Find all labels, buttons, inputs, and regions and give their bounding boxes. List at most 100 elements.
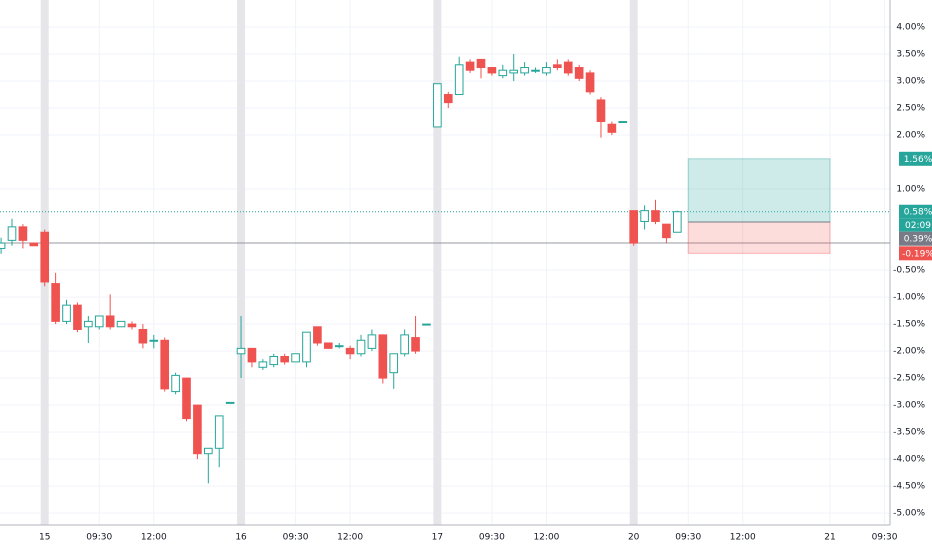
price-label: 0.58% bbox=[904, 208, 932, 218]
price-label-box bbox=[899, 151, 932, 166]
x-tick-label: 09:30 bbox=[872, 533, 898, 543]
candle-body bbox=[411, 337, 420, 352]
candle-body bbox=[487, 67, 497, 74]
y-tick-label: 4.00% bbox=[896, 23, 925, 33]
y-tick-label: 2.50% bbox=[896, 104, 925, 114]
y-tick-label: -2.50% bbox=[893, 374, 925, 384]
candle-body bbox=[73, 304, 82, 330]
candle-body bbox=[672, 211, 682, 233]
candle-body bbox=[531, 69, 540, 72]
session-break bbox=[629, 0, 638, 525]
candle-body bbox=[280, 355, 289, 363]
y-tick-label: -0.50% bbox=[893, 266, 925, 276]
price-label-box bbox=[899, 204, 932, 219]
candle-body bbox=[389, 353, 399, 374]
x-tick-label: 16 bbox=[235, 533, 247, 543]
x-tick-label: 20 bbox=[628, 533, 640, 543]
candle-body bbox=[334, 345, 344, 348]
candle-body bbox=[422, 323, 431, 326]
candle-body bbox=[29, 242, 39, 247]
candle-body bbox=[160, 339, 170, 390]
x-tick-label: 12:00 bbox=[337, 533, 363, 543]
candle-body bbox=[149, 339, 159, 342]
candle-body bbox=[171, 374, 180, 393]
y-tick-label: 2.00% bbox=[896, 131, 925, 141]
candle-body bbox=[345, 347, 355, 355]
candle-body bbox=[0, 242, 6, 249]
y-tick-label: 3.50% bbox=[896, 50, 925, 60]
y-tick-label: 1.00% bbox=[896, 185, 925, 195]
price-label: 1.56% bbox=[904, 155, 932, 165]
candle-body bbox=[40, 231, 50, 283]
candle-body bbox=[62, 304, 71, 322]
candle-body bbox=[476, 58, 486, 69]
candle-body bbox=[640, 210, 649, 222]
candle-body bbox=[84, 320, 93, 328]
candle-body bbox=[574, 67, 584, 79]
candle-body bbox=[651, 210, 660, 222]
y-tick-label: -4.50% bbox=[893, 482, 925, 492]
price-label: -0.19% bbox=[902, 249, 932, 259]
x-tick-label: 09:30 bbox=[86, 533, 112, 543]
candle-body bbox=[225, 401, 235, 404]
x-tick-label: 12:00 bbox=[141, 533, 167, 543]
candle-body bbox=[585, 72, 595, 93]
candle-body bbox=[454, 64, 464, 96]
candle-body bbox=[291, 353, 300, 363]
candle-body bbox=[367, 334, 377, 349]
candle-body bbox=[323, 342, 333, 349]
y-tick-label: -5.00% bbox=[893, 509, 925, 519]
candle-body bbox=[204, 447, 213, 455]
candle-body bbox=[269, 355, 279, 366]
loss-zone bbox=[687, 221, 831, 254]
candle-body bbox=[607, 123, 617, 133]
candle-body bbox=[596, 99, 606, 123]
candle-body bbox=[236, 347, 246, 355]
candle-body bbox=[94, 315, 104, 328]
countdown: 02:09 bbox=[905, 221, 931, 231]
x-tick-label: 17 bbox=[432, 533, 443, 543]
x-tick-label: 12:00 bbox=[533, 533, 559, 543]
candle-body bbox=[105, 315, 115, 328]
candle-body bbox=[509, 69, 519, 74]
candle-body bbox=[258, 361, 268, 368]
candle-body bbox=[542, 67, 551, 74]
candle-body bbox=[618, 121, 628, 124]
candle-body bbox=[629, 210, 639, 244]
x-tick-label: 15 bbox=[39, 533, 50, 543]
y-tick-label: -3.00% bbox=[893, 401, 925, 411]
price-label-box bbox=[899, 231, 932, 246]
y-tick-label: -2.00% bbox=[893, 347, 925, 357]
countdown-box bbox=[899, 218, 932, 232]
candle-body bbox=[182, 377, 191, 420]
candle-body bbox=[465, 61, 475, 71]
price-label-box bbox=[899, 246, 932, 261]
candle-body bbox=[302, 331, 311, 363]
candle-body bbox=[400, 334, 409, 355]
candle-body bbox=[662, 223, 671, 239]
candle-body bbox=[18, 226, 28, 241]
session-break bbox=[433, 0, 442, 525]
x-tick-label: 09:30 bbox=[283, 533, 309, 543]
candle-body bbox=[520, 67, 529, 74]
candle-body bbox=[247, 347, 257, 363]
candle-body bbox=[127, 323, 137, 328]
candle-body bbox=[563, 61, 573, 74]
y-tick-label: -4.00% bbox=[893, 455, 925, 465]
candle-body bbox=[433, 83, 442, 128]
y-tick-label: -1.50% bbox=[893, 320, 925, 330]
candle-body bbox=[138, 328, 148, 344]
candle-body bbox=[7, 226, 17, 241]
y-tick-label: 3.00% bbox=[896, 77, 925, 87]
price-label: 0.39% bbox=[904, 235, 932, 245]
x-tick-label: 12:00 bbox=[730, 533, 756, 543]
candle-body bbox=[313, 326, 322, 344]
candle-body bbox=[553, 64, 562, 69]
x-tick-label: 09:30 bbox=[479, 533, 505, 543]
y-tick-label: -1.00% bbox=[893, 293, 925, 303]
candle-body bbox=[443, 94, 453, 104]
profit-zone bbox=[687, 158, 831, 223]
x-tick-label: 09:30 bbox=[675, 533, 701, 543]
candle-body bbox=[214, 415, 224, 449]
